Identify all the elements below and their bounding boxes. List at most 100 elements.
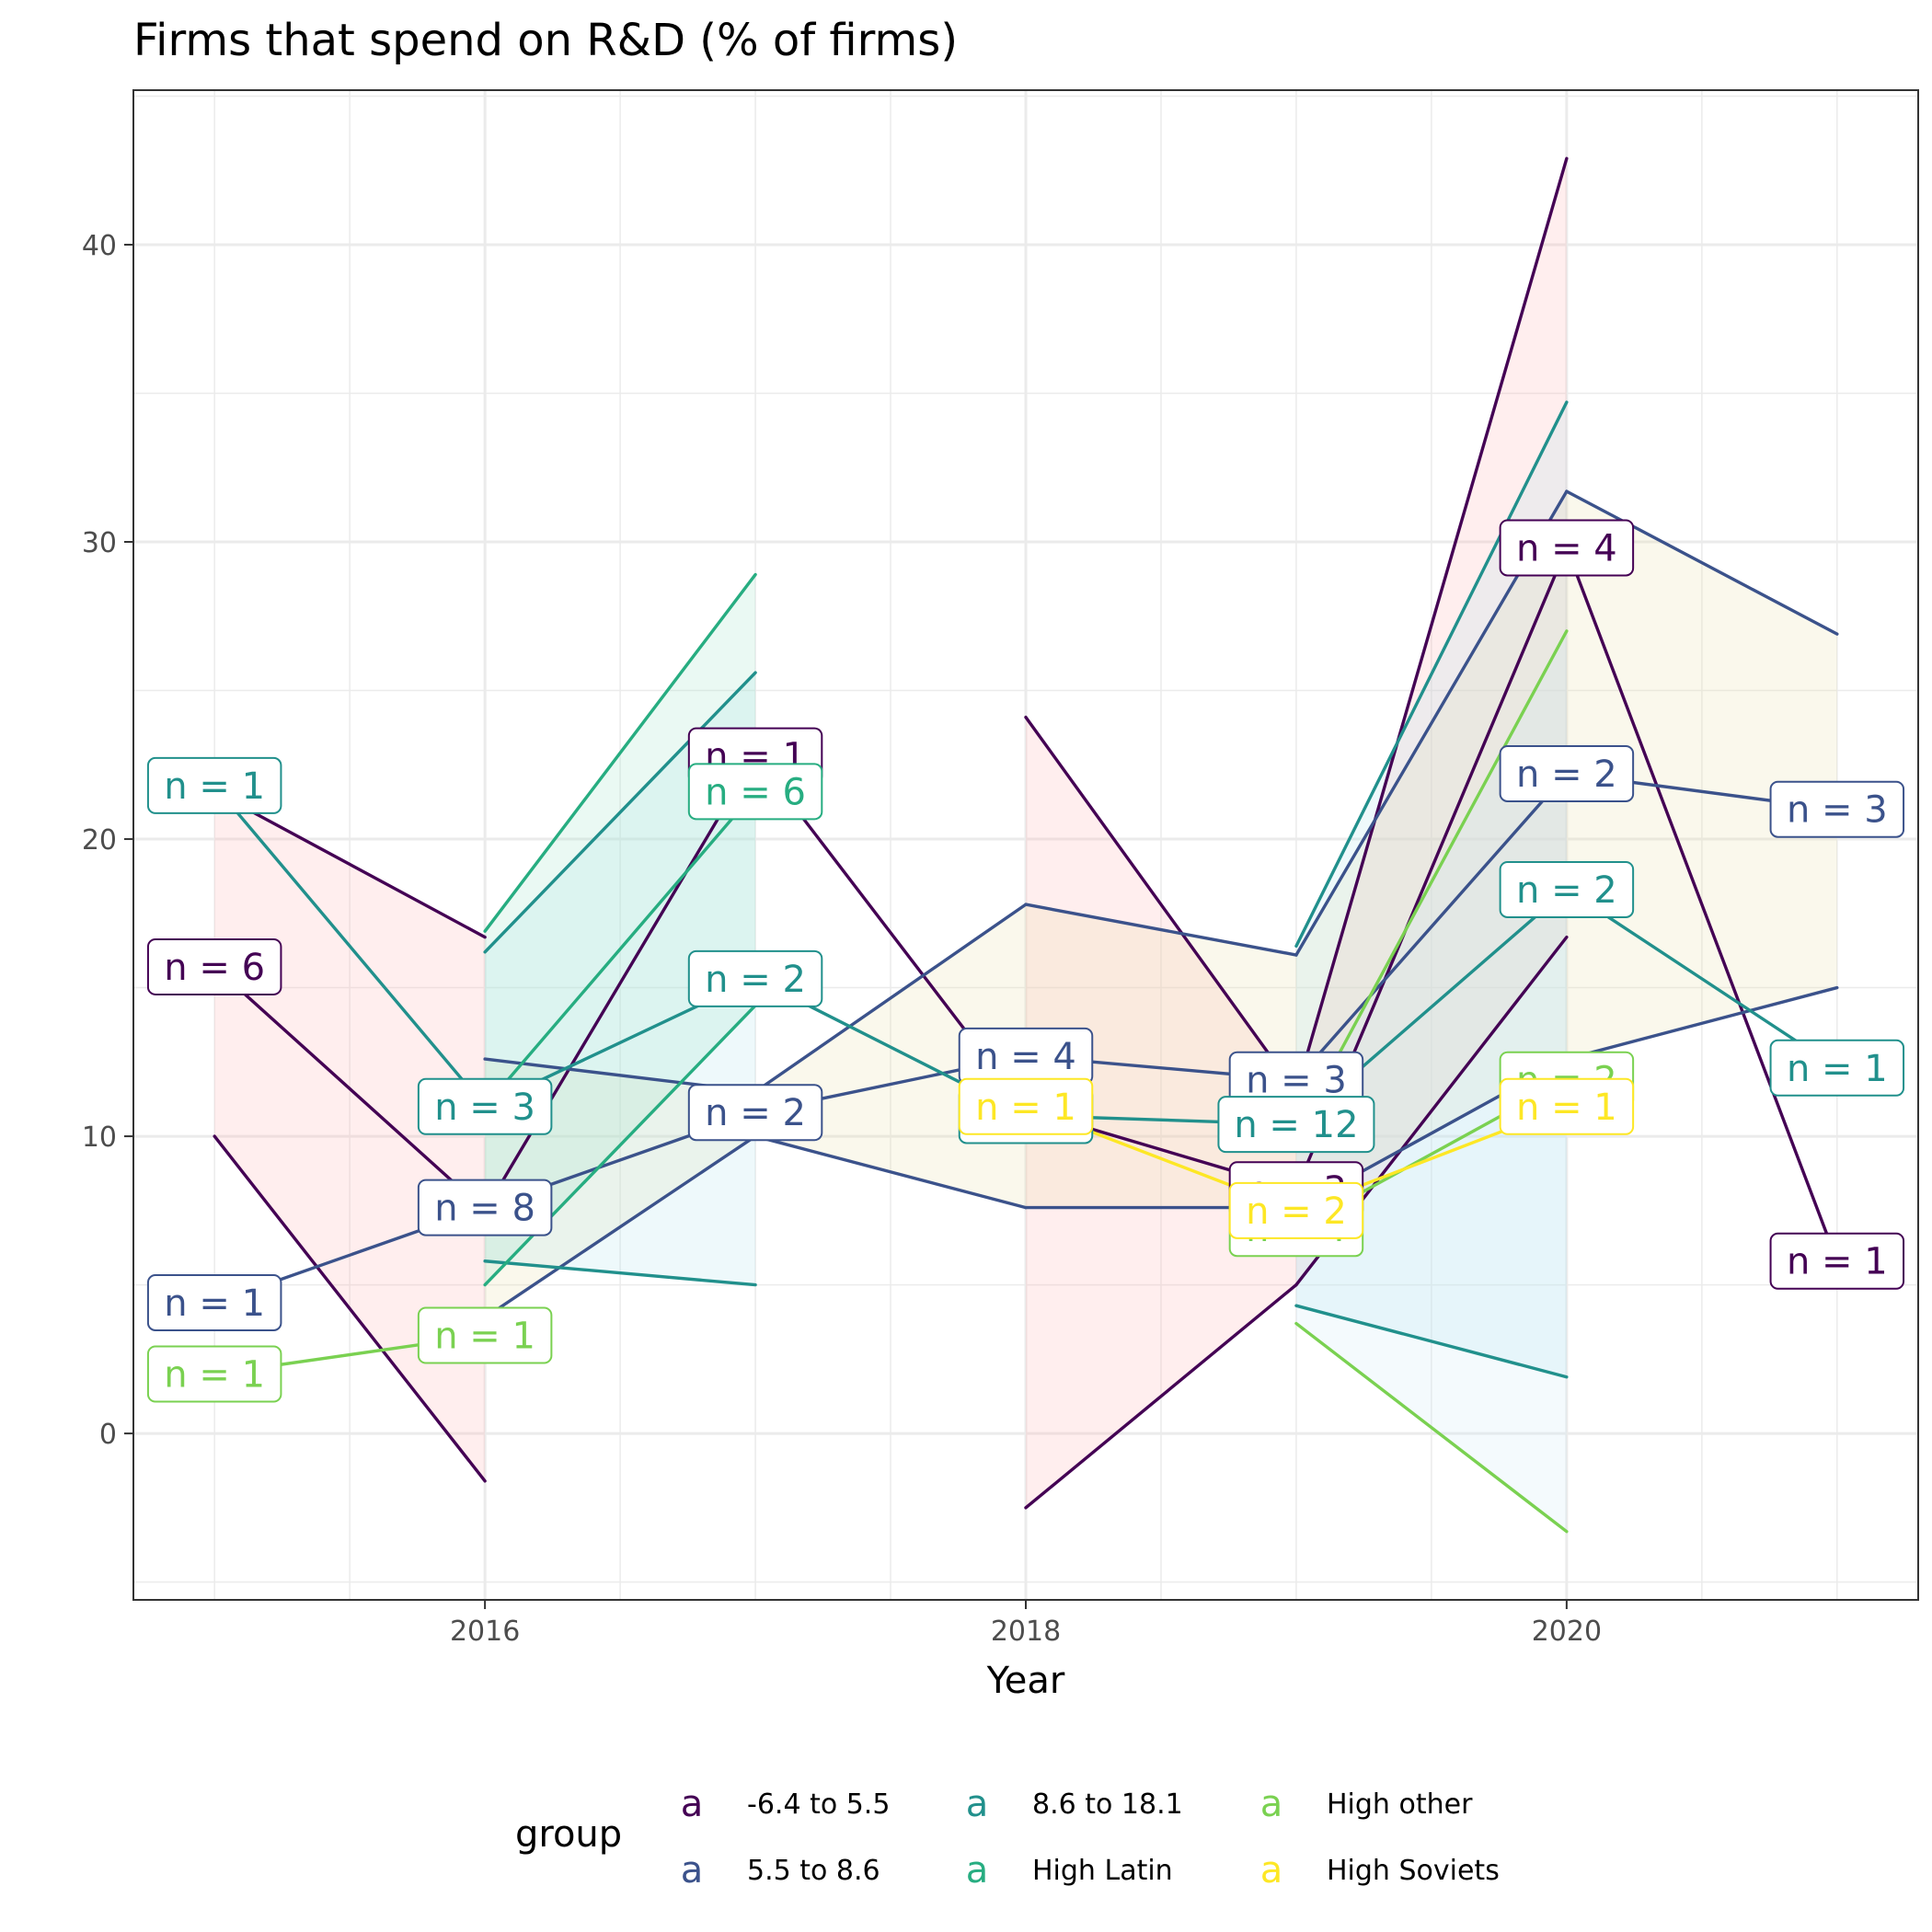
bound-lo-6-4-to-5-5: [213, 1134, 487, 1483]
bound-hi-6-4-to-5-5: [213, 789, 487, 939]
bound-hi-5-5-to-8-6: [753, 903, 1028, 1094]
line-8-6-to-18-1: [213, 784, 487, 1109]
bound-lo-5-5-to-8-6: [753, 1134, 1028, 1210]
n-label-text: n = 2: [1516, 753, 1617, 796]
n-label-box: [1499, 860, 1635, 918]
n-label-text: n = 4: [1516, 527, 1617, 569]
band-6-4-to-5-5: [1026, 717, 1296, 1508]
n-label-text: n = 1: [975, 1087, 1076, 1129]
n-label: n = 1: [146, 1345, 282, 1403]
n-label: n = 3: [1228, 1051, 1364, 1109]
n-label-text: n = 8: [434, 1188, 535, 1230]
x-tick-label: 2016: [450, 1616, 520, 1648]
n-label: n = 4: [1499, 519, 1635, 577]
legend-item-high-other: a High other: [1260, 1783, 1473, 1825]
n-label: n = 1: [146, 1273, 282, 1331]
band-high-latin: [485, 574, 756, 1285]
n-label-box: [687, 1084, 823, 1142]
legend-item-6-4-to-5-5: a -6.4 to 5.5: [681, 1783, 891, 1825]
y-tick-label: 30: [82, 527, 117, 559]
band-high-other: [1295, 630, 1567, 1532]
line-high-latin: [483, 789, 757, 1109]
legend-key: a: [966, 1783, 989, 1825]
legend-item-8-6-to-18-1: a 8.6 to 18.1: [966, 1783, 1183, 1825]
bound-lo-5-5-to-8-6: [483, 1134, 757, 1319]
y-tick-label: 40: [82, 230, 117, 262]
band-5-5-to-8-6: [755, 904, 1026, 1208]
bound-lo-8-6-to-18-1: [1294, 1304, 1569, 1379]
line-8-6-to-18-1: [1565, 888, 1839, 1070]
legend-label: High Soviets: [1327, 1855, 1500, 1887]
x-axis-title: Year: [986, 1660, 1065, 1702]
legend-key: a: [966, 1849, 989, 1892]
n-label-box: [1769, 780, 1905, 838]
n-label-box: [1499, 1077, 1635, 1135]
bound-hi-8-6-to-18-1: [1294, 400, 1569, 949]
n-label-text: n = 1: [164, 1282, 265, 1325]
n-label-box: [417, 1077, 553, 1135]
n-label: n = 1: [958, 1077, 1094, 1135]
legend-title: group: [515, 1813, 622, 1856]
bound-lo-5-5-to-8-6: [1565, 985, 1839, 1061]
n-label-box: [687, 949, 823, 1007]
legend-item-5-5-to-8-6: a 5.5 to 8.6: [681, 1849, 880, 1892]
n-label-box: [417, 1179, 553, 1236]
band-8-6-to-18-1: [485, 673, 756, 1285]
n-label-box: [1769, 1232, 1905, 1290]
legend-key: a: [681, 1849, 704, 1892]
n-label: n = 2: [1228, 1181, 1364, 1239]
n-label-box: [687, 763, 823, 821]
n-label: n = 6: [146, 937, 282, 995]
band-6-4-to-5-5: [214, 791, 486, 1481]
chart-title: Firms that spend on R&D (% of firms): [133, 15, 958, 66]
line-6-4-to-5-5: [1565, 546, 1839, 1263]
n-label: n = 2: [1499, 860, 1635, 918]
n-label: n = 1: [1769, 1232, 1905, 1290]
legend-key: a: [681, 1783, 704, 1825]
legend-item-high-latin: a High Latin: [966, 1849, 1173, 1892]
n-label: n = 12: [1217, 1096, 1375, 1154]
legend-label: 5.5 to 8.6: [747, 1855, 880, 1887]
n-label-text: n = 6: [164, 947, 265, 989]
n-label: n = 3: [1769, 780, 1905, 838]
n-label: n = 8: [417, 1179, 553, 1236]
y-tick-label: 10: [82, 1121, 117, 1154]
n-label: n = 4: [958, 1027, 1094, 1085]
bound-hi-5-5-to-8-6: [1024, 903, 1298, 957]
n-labels: n = 6 n = 1 n = 3 n = 4 n = 1 n = 1 n = 8 n = 2…: [146, 519, 1905, 1403]
line-6-4-to-5-5: [213, 965, 487, 1213]
n-label-box: [1499, 744, 1635, 802]
bound-hi-8-6-to-18-1: [483, 671, 757, 954]
n-label-box: [1228, 1181, 1364, 1239]
bound-lo-8-6-to-18-1: [483, 1259, 757, 1287]
legend-label: 8.6 to 18.1: [1032, 1788, 1183, 1821]
x-tick-label: 2018: [991, 1616, 1061, 1648]
n-label-box: [146, 1345, 282, 1403]
legend-label: -6.4 to 5.5: [747, 1788, 890, 1821]
n-label-box: [1769, 1039, 1905, 1097]
n-label-text: n = 1: [434, 1316, 535, 1358]
bound-lo-high-other: [1294, 1321, 1569, 1534]
n-label: n = 1: [1769, 1039, 1905, 1097]
y-tick-label: 0: [99, 1419, 117, 1451]
legend: group a -6.4 to 5.5 a 5.5 to 8.6 a 8.6 to 18.…: [515, 1783, 1500, 1892]
n-label-text: n = 12: [1234, 1104, 1358, 1146]
n-label: n = 3: [417, 1077, 553, 1135]
n-label-box: [1217, 1096, 1375, 1154]
band-5-5-to-8-6: [485, 1059, 756, 1318]
legend-label: High Latin: [1032, 1855, 1173, 1887]
n-label-text: n = 1: [164, 765, 265, 808]
legend-label: High other: [1327, 1788, 1473, 1821]
n-label-text: n = 1: [1516, 1087, 1617, 1129]
bound-lo-6-4-to-5-5: [1024, 1282, 1298, 1510]
line-5-5-to-8-6: [1294, 772, 1569, 1082]
n-label-text: n = 1: [1787, 1048, 1888, 1090]
legend-key: a: [1260, 1783, 1283, 1825]
bound-hi-6-4-to-5-5: [1024, 715, 1298, 1094]
axes: 2016 2018 2020 0 10 20 30 40: [82, 230, 1602, 1648]
bound-lo-high-latin: [483, 1004, 757, 1287]
n-label: n = 2: [687, 1084, 823, 1142]
bound-hi-high-other: [1294, 629, 1569, 1135]
n-label-text: n = 1: [1787, 1241, 1888, 1283]
